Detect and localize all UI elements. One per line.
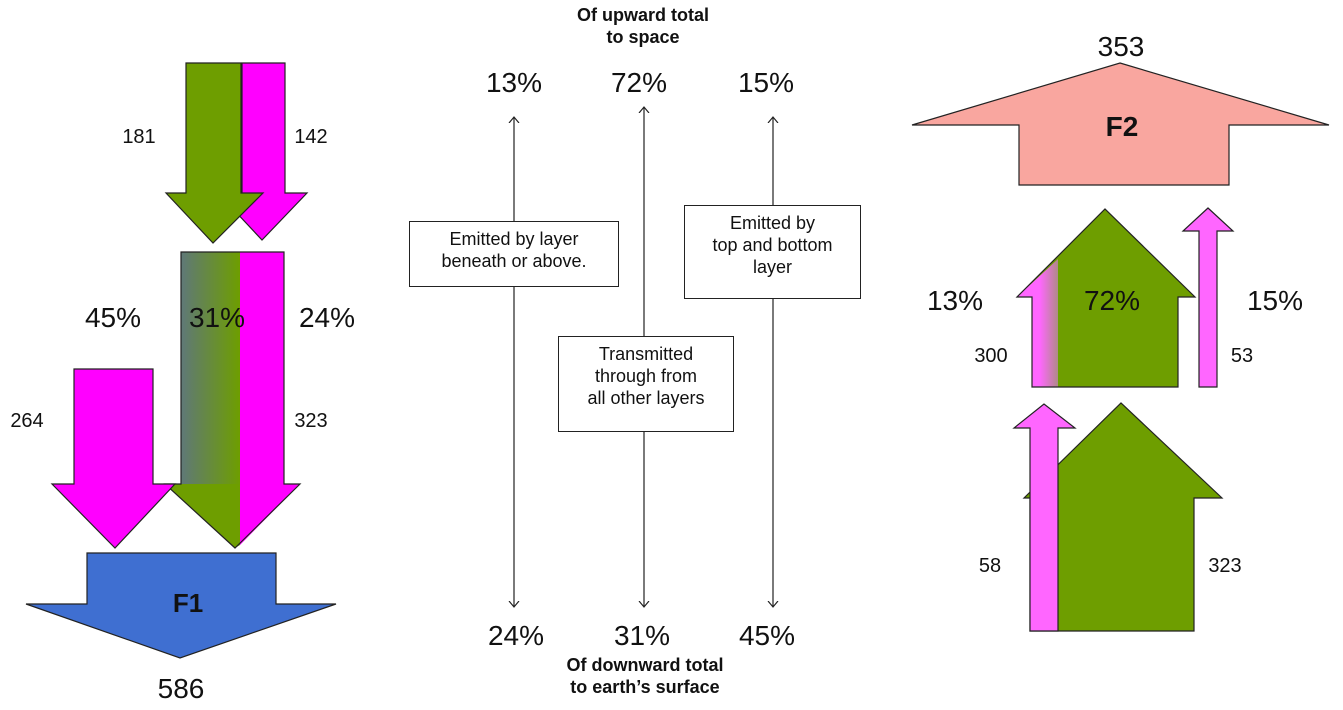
mixed-arrow-magenta-strip: [240, 252, 284, 484]
downward-mixed-value: 323: [294, 410, 327, 432]
downward-magenta-value: 264: [10, 410, 43, 432]
incoming-green-arrow: [164, 62, 265, 244]
middle-house-pink-strip: [1017, 259, 1058, 387]
bottom-right-value: 323: [1208, 555, 1241, 577]
right-panel: 353 F2 13% 72% 15% 300 53 58 323: [911, 31, 1330, 632]
f1-total: 586: [158, 673, 205, 704]
incoming-magenta-value: 142: [294, 126, 327, 148]
pct-mid: 31%: [189, 302, 245, 333]
emitted-top-bottom-box: Emitted by top and bottom layer: [684, 205, 861, 299]
middle-house-outline: [1015, 208, 1197, 388]
middle-panel: 13% 72% 15% 24% 31% 45%: [486, 67, 795, 651]
right-pct-right: 15%: [1247, 285, 1303, 316]
top-pct-center: 72%: [611, 67, 667, 98]
top-pct-right: 15%: [738, 67, 794, 98]
right-pct-center: 72%: [1084, 285, 1140, 316]
pct-left: 45%: [85, 302, 141, 333]
mixed-arrow-head: [165, 484, 240, 548]
f2-label: F2: [1106, 111, 1139, 142]
left-panel: 181 142 45% 31% 24% 264 323 F1 586: [10, 62, 355, 704]
right-pct-left: 13%: [927, 285, 983, 316]
bottom-left-value: 58: [979, 555, 1001, 577]
downward-magenta-arrow: [50, 368, 177, 549]
f2-total: 353: [1098, 31, 1145, 62]
bottom-pct-center: 31%: [614, 620, 670, 651]
top-pct-left: 13%: [486, 67, 542, 98]
thin-magenta-arrow-right: [1181, 207, 1235, 388]
middle-left-value: 300: [974, 345, 1007, 367]
incoming-green-value: 181: [122, 126, 155, 148]
transmitted-box: Transmitted through from all other layer…: [558, 336, 734, 432]
downward-caption: Of downward total to earth’s surface: [566, 655, 724, 697]
bottom-pct-left: 24%: [488, 620, 544, 651]
f1-label: F1: [173, 588, 203, 618]
bottom-green-house: [1022, 402, 1224, 632]
upward-caption: Of upward total to space: [577, 5, 709, 47]
mixed-arrow-body: [181, 252, 240, 484]
f2-upward-arrow: [911, 62, 1330, 186]
mixed-arrow-outline: [163, 251, 302, 549]
pct-right: 24%: [299, 302, 355, 333]
f1-downward-arrow: [25, 552, 337, 659]
thin-magenta-arrow-bottom: [1012, 403, 1077, 632]
emitted-layer-box: Emitted by layer beneath or above.: [409, 221, 619, 287]
bottom-pct-right: 45%: [739, 620, 795, 651]
middle-right-value: 53: [1231, 345, 1253, 367]
